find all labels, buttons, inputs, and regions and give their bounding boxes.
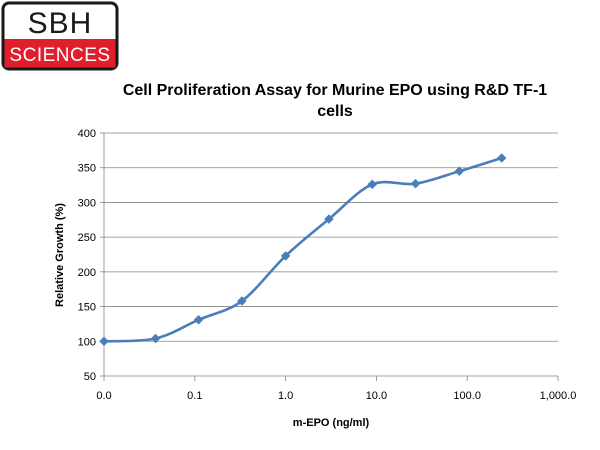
x-tick-label: 0.1 — [187, 390, 202, 402]
chart-title: Cell Proliferation Assay for Murine EPO … — [122, 82, 548, 120]
x-tick-label: 1,000.0 — [540, 390, 577, 402]
x-tick-label: 0.0 — [96, 390, 111, 402]
y-tick-label: 100 — [78, 336, 96, 348]
y-tick-labels: 50 100 150 200 250 300 350 400 — [78, 128, 96, 383]
data-point — [496, 153, 507, 163]
series-markers — [99, 153, 507, 347]
logo-text-sciences: SCIENCES — [9, 45, 110, 66]
data-point — [280, 251, 291, 261]
y-tick-label: 50 — [84, 371, 96, 383]
data-point — [99, 336, 109, 347]
data-point — [150, 333, 161, 344]
x-tick-label: 10.0 — [366, 390, 387, 402]
data-point — [367, 179, 378, 190]
y-tick-label: 300 — [78, 197, 96, 209]
y-tick-label: 350 — [78, 163, 96, 175]
data-point — [324, 214, 334, 224]
y-tick-label: 150 — [78, 302, 96, 314]
data-point — [410, 178, 421, 189]
y-tick-label: 400 — [78, 128, 96, 140]
sbh-sciences-logo: SBH SCIENCES — [1, 1, 119, 71]
data-point — [193, 314, 204, 325]
x-tick-label: 1.0 — [278, 390, 293, 402]
x-tick-labels: 0.0 0.1 1.0 10.0 100.0 1,000.0 — [96, 390, 576, 402]
x-axis-title: m-EPO (ng/ml) — [293, 417, 370, 429]
logo-band-corners — [4, 39, 116, 68]
data-point — [454, 166, 465, 177]
series-line — [102, 156, 504, 343]
y-axis-title: Relative Growth (%) — [54, 203, 66, 307]
axes — [100, 132, 559, 381]
x-tick-label: 100.0 — [453, 390, 481, 402]
data-point — [237, 296, 247, 306]
y-tick-label: 250 — [78, 232, 96, 244]
y-tick-label: 200 — [78, 267, 96, 279]
gridlines — [104, 132, 558, 342]
logo-text-sbh: SBH — [28, 7, 93, 40]
